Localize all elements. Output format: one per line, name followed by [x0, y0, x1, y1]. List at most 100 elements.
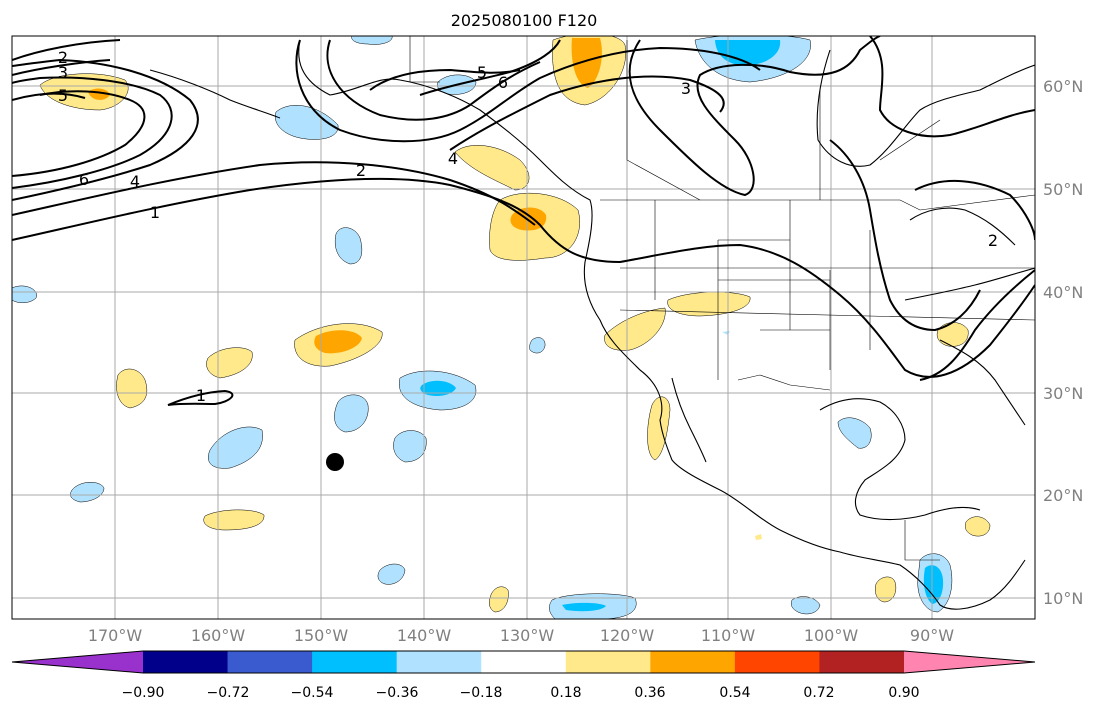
negative-anomaly [208, 426, 263, 469]
contour-line [326, 39, 541, 121]
contour-line [369, 68, 521, 91]
lat-label: 30°N [1043, 384, 1083, 403]
map-area: 2 3 5 6 4 1 2 5 6 4 3 1 2 [12, 36, 1035, 619]
contour-label: 3 [58, 63, 68, 82]
contour-label: 2 [356, 161, 366, 180]
positive-anomaly [875, 576, 897, 603]
location-marker [326, 453, 344, 471]
colorbar-segment [734, 651, 820, 673]
contour-label: 2 [58, 48, 68, 67]
map-frame [11, 35, 1036, 620]
lat-label: 10°N [1043, 589, 1083, 608]
positive-anomaly-core [571, 38, 602, 88]
contour-line [12, 92, 86, 101]
colorbar: −0.90 −0.72 −0.54 −0.36 −0.18 0.18 0.36 … [11, 650, 1036, 701]
contour-labels: 2 3 5 6 4 1 2 5 6 4 3 1 2 [58, 48, 998, 405]
colorbar-tick-label: −0.18 [460, 685, 503, 701]
negative-anomaly [275, 105, 339, 140]
lat-label: 40°N [1043, 283, 1083, 302]
colorbar-segment [396, 651, 482, 673]
colorbar-segment [565, 651, 651, 673]
contour-label: 1 [196, 386, 206, 405]
contour-label: 3 [681, 79, 691, 98]
positive-anomaly [755, 534, 762, 540]
colorbar-segment [650, 651, 736, 673]
contour-label: 6 [498, 73, 508, 92]
negative-anomaly [334, 394, 369, 433]
colorbar-tick-label: 0.54 [719, 685, 750, 701]
lon-label: 110°W [701, 626, 756, 645]
contour-line [12, 76, 173, 189]
contour-line [12, 177, 1035, 378]
contour-line [12, 161, 536, 226]
lon-label: 120°W [600, 626, 655, 645]
contour-line [12, 58, 199, 201]
lon-label: 140°W [397, 626, 452, 645]
colorbar-tick-label: −0.36 [376, 685, 419, 701]
lon-label: 170°W [88, 626, 143, 645]
negative-anomaly-core [923, 565, 944, 604]
colorbar-tick-label: 0.18 [550, 685, 581, 701]
contour-line [295, 39, 761, 143]
contour-line [449, 75, 725, 151]
negative-anomaly [393, 430, 427, 463]
lon-label: 160°W [191, 626, 246, 645]
contour-line [12, 90, 146, 177]
contour-label: 5 [58, 86, 68, 105]
graticule [12, 36, 1035, 619]
negative-anomaly [12, 285, 37, 303]
contour-label: 2 [988, 231, 998, 250]
coastline-great-lakes [909, 207, 1016, 246]
latitude-labels: 60°N 50°N 40°N 30°N 20°N 10°N [1043, 77, 1083, 608]
negative-anomaly-core [562, 602, 606, 612]
lat-label: 50°N [1043, 180, 1083, 199]
longitude-labels: 170°W 160°W 150°W 140°W 130°W 120°W 110°… [88, 626, 954, 645]
colorbar-segment [143, 651, 229, 673]
colorbar-tick-label: 0.90 [888, 685, 919, 701]
contour-line [12, 39, 121, 61]
contour-label: 1 [150, 203, 160, 222]
negative-anomaly [70, 482, 105, 503]
colorbar-tick-label: 0.72 [803, 685, 834, 701]
colorbar-segment [819, 651, 905, 673]
contour-line [919, 269, 1035, 381]
coastline-north-america [298, 39, 1026, 610]
negative-anomaly [529, 337, 546, 354]
contour-label: 5 [477, 63, 487, 82]
colorbar-tick-label: −0.72 [207, 685, 250, 701]
positive-anomaly [203, 509, 265, 531]
negative-anomaly [377, 563, 406, 585]
lon-label: 90°W [910, 626, 954, 645]
colorbar-tick-label: 0.36 [634, 685, 665, 701]
negative-anomaly [351, 36, 393, 45]
positive-anomaly [488, 586, 509, 613]
coastline-gulf [819, 398, 981, 521]
colorbar-segment [481, 651, 567, 673]
positive-anomaly [454, 145, 530, 191]
contour-line [829, 139, 981, 332]
positive-anomaly [965, 516, 991, 537]
contour-label: 6 [79, 170, 89, 189]
lon-label: 150°W [294, 626, 349, 645]
colorbar-extend-low [12, 651, 143, 673]
contours [12, 36, 1035, 406]
coastline-east2 [939, 339, 1026, 426]
colorbar-outline [11, 650, 1036, 674]
positive-anomaly [936, 322, 969, 347]
coastlines [149, 39, 1035, 610]
colorbar-tick-label: −0.90 [122, 685, 165, 701]
coastline-alaska-peninsula [149, 69, 281, 119]
contour-line [167, 389, 234, 406]
coastline-hudson [816, 49, 1035, 167]
positive-anomaly [604, 307, 666, 351]
negative-anomaly [791, 596, 821, 615]
negative-anomaly [837, 417, 872, 449]
lon-label: 130°W [500, 626, 555, 645]
contour-line [628, 36, 881, 197]
colorbar-extend-high [904, 651, 1035, 673]
contour-label: 4 [130, 172, 140, 191]
colorbar-tick-label: −0.54 [291, 685, 334, 701]
contour-line [914, 180, 1035, 241]
contour-line [12, 59, 111, 76]
